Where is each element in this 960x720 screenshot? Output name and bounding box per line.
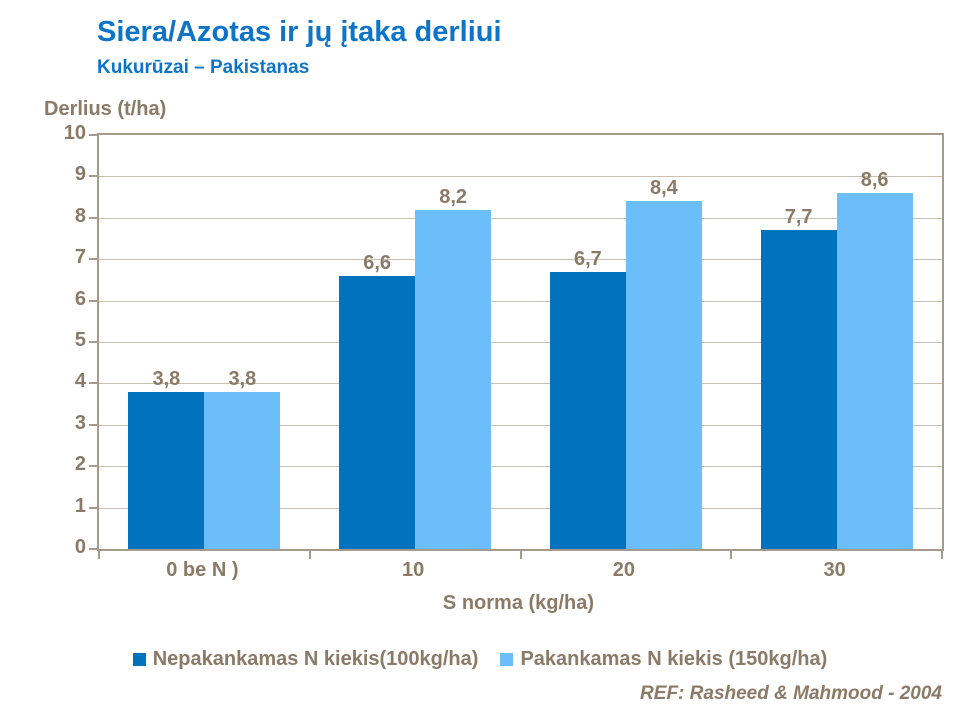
y-tick-mark xyxy=(89,216,97,219)
y-tick-label: 2 xyxy=(74,453,86,476)
bar-value-label: 8,2 xyxy=(439,185,468,208)
bar-value-label: 6,6 xyxy=(363,251,392,274)
gridline xyxy=(99,424,942,426)
legend-label-series2: Pakankamas N kiekis (150kg/ha) xyxy=(520,648,828,670)
bar-value-label: 8,4 xyxy=(649,177,678,200)
y-tick-mark xyxy=(89,506,97,509)
bar-group-3: 6,7 8,4 xyxy=(521,135,732,549)
bar-group-2: 6,6 8,2 xyxy=(310,135,521,549)
y-tick-mark xyxy=(89,465,97,468)
y-tick-label: 4 xyxy=(74,370,86,393)
bar-column: 3,8 xyxy=(204,135,281,549)
legend-item-series1: Nepakankamas N kiekis(100kg/ha) xyxy=(132,648,479,671)
bar-series2-cat4 xyxy=(836,192,913,549)
y-tick-mark xyxy=(89,175,97,178)
gridline xyxy=(99,342,942,343)
x-tick-mark xyxy=(941,551,943,559)
bar-column: 8,4 xyxy=(625,135,702,549)
y-tick-label: 5 xyxy=(74,329,86,351)
bar-groups: 3,8 3,8 6,6 8,2 6,7 8,4 7,7 8,6 xyxy=(99,135,942,549)
x-tick-mark xyxy=(519,551,522,559)
y-tick-label: 1 xyxy=(74,494,86,517)
bar-series1-cat3 xyxy=(549,271,626,549)
plot-area: 3,8 3,8 6,6 8,2 6,7 8,4 7,7 8,6 xyxy=(89,133,944,559)
y-tick-mark xyxy=(89,299,97,302)
bar-series2-cat2 xyxy=(415,209,492,549)
bar-series2-cat1 xyxy=(204,391,281,549)
x-category-label-1: 0 be N ) xyxy=(166,559,239,581)
reference-text: REF: Rasheed & Mahmood - 2004 xyxy=(640,683,942,704)
x-axis-labels: 0 be N ) 10 20 30 xyxy=(97,559,940,582)
legend-item-series2: Pakankamas N kiekis (150kg/ha) xyxy=(500,648,827,671)
x-tick-mark xyxy=(98,551,100,559)
gridline xyxy=(99,217,942,219)
gridlines xyxy=(99,135,942,549)
bar-column: 8,2 xyxy=(415,135,492,549)
gridline xyxy=(99,259,942,261)
y-axis-labels: 10 9 8 7 6 5 4 3 2 1 0 xyxy=(30,123,86,557)
bar-column: 8,6 xyxy=(836,135,913,549)
y-tick-label: 0 xyxy=(74,536,86,558)
bar-value-label: 7,7 xyxy=(784,206,813,229)
y-axis-title: Derlius (t/ha) xyxy=(44,98,167,120)
y-tick-label: 6 xyxy=(74,287,86,310)
y-tick-mark xyxy=(89,258,97,261)
legend-swatch-series2 xyxy=(500,653,514,666)
x-axis-title: S norma (kg/ha) xyxy=(442,592,595,614)
x-category-label-3: 20 xyxy=(612,559,635,581)
y-tick-label: 7 xyxy=(74,246,86,269)
y-tick-label: 8 xyxy=(74,204,86,227)
bar-group-1: 3,8 3,8 xyxy=(99,135,310,549)
bar-value-label: 3,8 xyxy=(152,367,181,390)
x-category-label-2: 10 xyxy=(402,559,425,581)
bar-series1-cat2 xyxy=(339,275,416,549)
y-tick-mark xyxy=(89,341,97,343)
gridline xyxy=(99,176,942,178)
y-tick-mark xyxy=(89,134,97,136)
y-tick-label: 10 xyxy=(63,122,86,144)
bar-column: 6,7 xyxy=(549,135,626,549)
y-tick-mark xyxy=(89,423,97,426)
legend-swatch-series1 xyxy=(132,653,146,666)
gridline xyxy=(99,383,942,385)
bar-column: 6,6 xyxy=(339,135,416,549)
bar-series1-cat4 xyxy=(760,230,837,549)
x-category-label-4: 30 xyxy=(823,559,846,581)
y-tick-mark xyxy=(89,548,97,550)
bar-value-label: 3,8 xyxy=(228,367,257,390)
bar-series2-cat3 xyxy=(625,201,702,549)
gridline xyxy=(99,466,942,468)
legend-label-series1: Nepakankamas N kiekis(100kg/ha) xyxy=(152,648,479,670)
bar-series1-cat1 xyxy=(128,391,205,549)
y-tick-label: 3 xyxy=(74,411,86,434)
gridline xyxy=(99,300,942,302)
bar-column: 3,8 xyxy=(128,135,205,549)
bar-group-4: 7,7 8,6 xyxy=(731,135,942,549)
x-tick-mark xyxy=(730,551,733,559)
bar-value-label: 8,6 xyxy=(860,168,889,191)
bar-value-label: 6,7 xyxy=(573,247,602,270)
y-tick-mark xyxy=(89,382,97,385)
y-tick-label: 9 xyxy=(74,163,86,186)
x-tick-mark xyxy=(308,551,311,559)
gridline xyxy=(99,507,942,509)
slide-subtitle: Kukurūzai – Pakistanas xyxy=(97,57,310,78)
slide-title: Siera/Azotas ir jų įtaka derliui xyxy=(97,16,502,48)
bar-column: 7,7 xyxy=(760,135,837,549)
legend: Nepakankamas N kiekis(100kg/ha) Pakankam… xyxy=(0,648,960,671)
